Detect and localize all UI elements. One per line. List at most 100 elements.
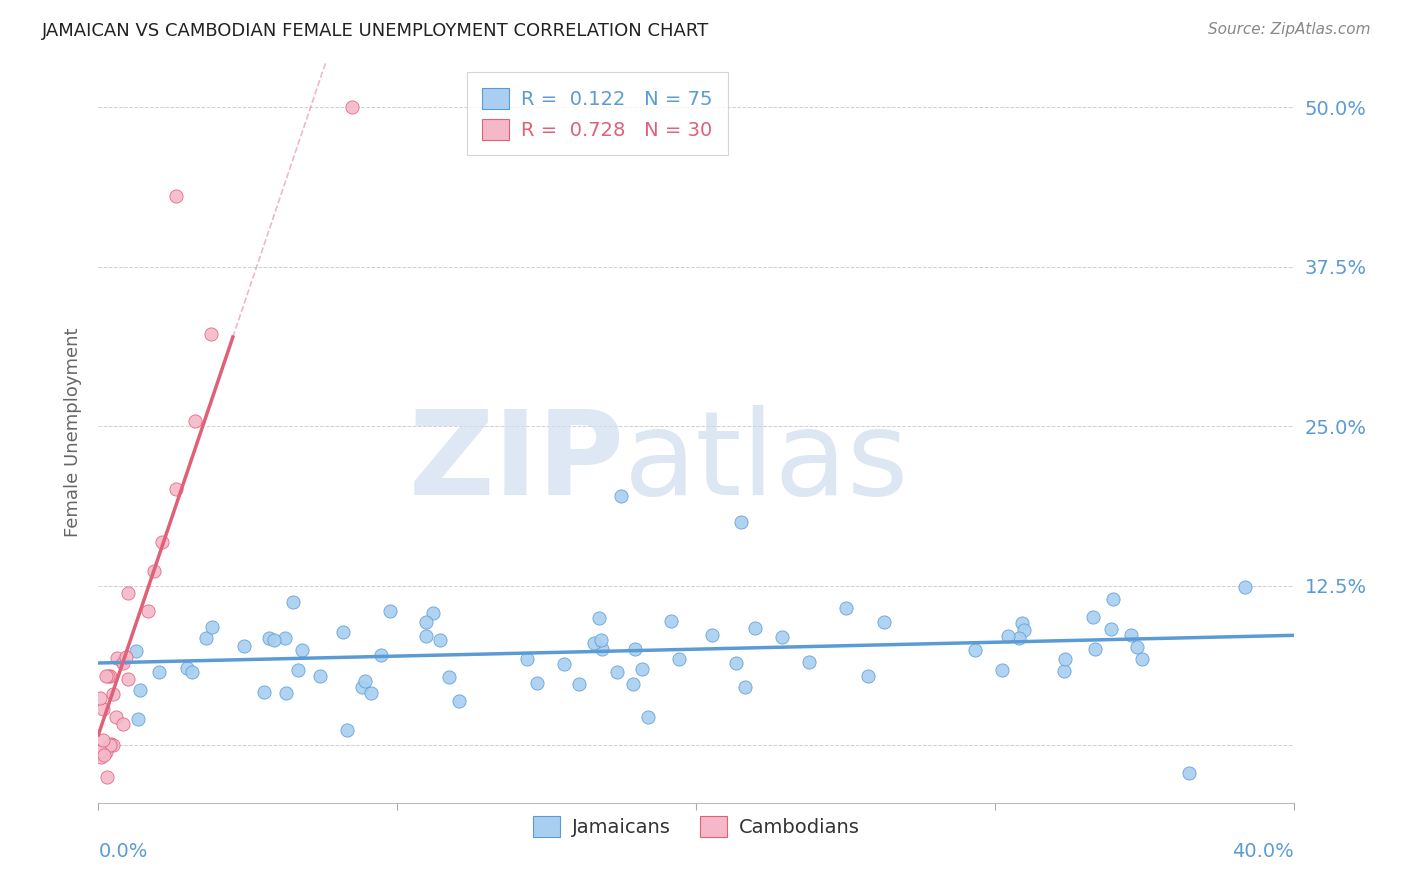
Point	[101, 687, 124, 701]
Point	[111, 655, 134, 669]
Point	[104, 710, 127, 724]
Point	[111, 716, 134, 731]
Point	[233, 640, 256, 654]
Point	[631, 662, 654, 676]
Point	[873, 615, 896, 629]
Point	[201, 620, 224, 634]
Point	[340, 100, 363, 114]
Point	[415, 629, 437, 643]
Point	[744, 622, 766, 636]
Point	[589, 632, 612, 647]
Point	[94, 668, 117, 682]
Point	[263, 632, 285, 647]
Point	[117, 672, 139, 686]
Point	[98, 669, 121, 683]
Point	[253, 685, 276, 699]
Point	[797, 655, 820, 669]
Point	[702, 628, 724, 642]
Point	[274, 631, 297, 645]
Point	[553, 657, 575, 672]
Text: JAMAICAN VS CAMBODIAN FEMALE UNEMPLOYMENT CORRELATION CHART: JAMAICAN VS CAMBODIAN FEMALE UNEMPLOYMEN…	[42, 22, 710, 40]
Point	[439, 670, 461, 684]
Point	[583, 636, 606, 650]
Point	[112, 656, 135, 670]
Point	[105, 650, 128, 665]
Point	[165, 483, 187, 497]
Point	[332, 625, 354, 640]
Point	[610, 490, 633, 504]
Point	[1130, 652, 1153, 666]
Text: 40.0%: 40.0%	[1232, 842, 1294, 861]
Text: atlas: atlas	[624, 405, 910, 520]
Point	[350, 680, 373, 694]
Point	[148, 665, 170, 679]
Point	[1125, 640, 1147, 654]
Point	[98, 738, 121, 752]
Point	[734, 680, 756, 694]
Point	[659, 615, 682, 629]
Point	[1083, 609, 1105, 624]
Point	[1012, 624, 1035, 638]
Point	[730, 515, 752, 529]
Point	[1011, 615, 1033, 630]
Point	[591, 641, 613, 656]
Point	[194, 631, 217, 645]
Point	[308, 669, 330, 683]
Point	[117, 585, 139, 599]
Point	[101, 738, 124, 752]
Point	[1053, 652, 1076, 666]
Point	[568, 677, 591, 691]
Point	[1234, 580, 1257, 594]
Point	[128, 682, 150, 697]
Point	[378, 604, 401, 618]
Point	[184, 414, 207, 428]
Point	[526, 675, 548, 690]
Point	[725, 656, 748, 670]
Point	[991, 664, 1014, 678]
Point	[150, 535, 173, 549]
Point	[370, 648, 392, 663]
Point	[89, 744, 111, 758]
Point	[115, 649, 138, 664]
Text: ZIP: ZIP	[408, 405, 624, 520]
Point	[429, 633, 451, 648]
Point	[89, 691, 111, 706]
Point	[291, 642, 314, 657]
Point	[360, 686, 382, 700]
Point	[97, 669, 120, 683]
Point	[835, 601, 858, 615]
Point	[1008, 631, 1031, 645]
Point	[415, 615, 437, 629]
Point	[142, 564, 165, 578]
Point	[127, 712, 149, 726]
Point	[422, 606, 444, 620]
Point	[274, 686, 297, 700]
Point	[1101, 592, 1123, 607]
Point	[136, 604, 159, 618]
Point	[997, 629, 1019, 643]
Point	[1178, 766, 1201, 780]
Point	[283, 594, 305, 608]
Point	[588, 611, 610, 625]
Text: 0.0%: 0.0%	[98, 842, 148, 861]
Legend: Jamaicans, Cambodians: Jamaicans, Cambodians	[524, 808, 868, 845]
Point	[93, 748, 115, 763]
Point	[181, 665, 204, 680]
Point	[257, 631, 280, 645]
Point	[200, 326, 222, 341]
Point	[1084, 642, 1107, 657]
Point	[94, 745, 117, 759]
Point	[856, 669, 879, 683]
Point	[354, 674, 377, 689]
Point	[770, 630, 793, 644]
Point	[165, 189, 187, 203]
Point	[621, 677, 644, 691]
Point	[91, 702, 114, 716]
Point	[963, 643, 986, 657]
Point	[125, 644, 148, 658]
Y-axis label: Female Unemployment: Female Unemployment	[63, 328, 82, 537]
Text: Source: ZipAtlas.com: Source: ZipAtlas.com	[1208, 22, 1371, 37]
Point	[90, 749, 112, 764]
Point	[100, 738, 122, 752]
Point	[336, 723, 359, 738]
